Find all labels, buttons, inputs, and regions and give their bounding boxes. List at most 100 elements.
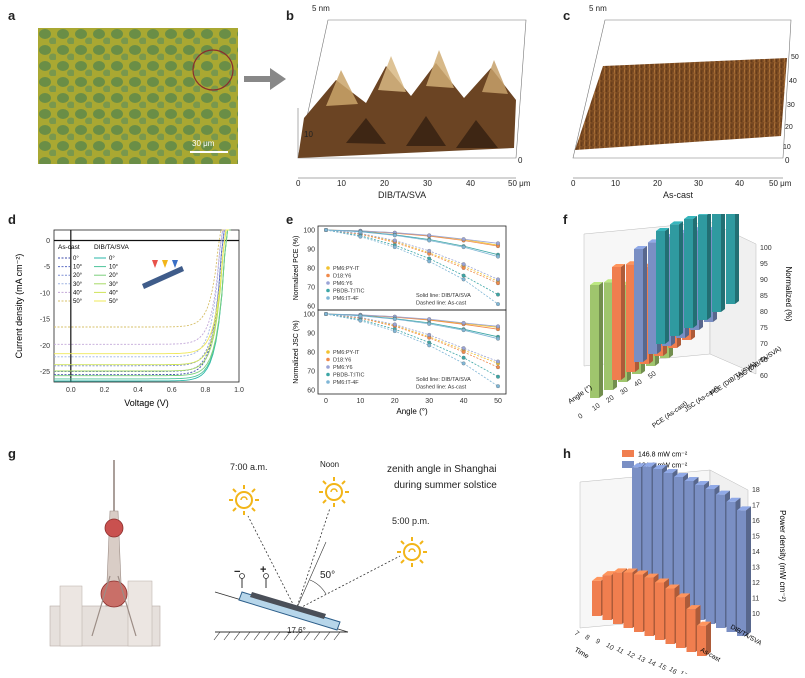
normal-line	[295, 541, 327, 611]
afm-b-unit: 50 μm	[508, 179, 531, 188]
sun-icon-morning	[229, 485, 259, 515]
jsc-point	[461, 328, 466, 333]
jsc-note-solid: Solid line: DIB/TA/SVA	[416, 377, 471, 383]
pce-point	[427, 248, 432, 253]
time-morning: 7:00 a.m.	[230, 462, 268, 472]
jv-xtick: 0.8	[200, 387, 210, 394]
sun-icon-evening	[397, 537, 427, 567]
jv-curve	[54, 229, 228, 376]
panel-label-d: d	[8, 212, 16, 227]
device-inset-icon	[142, 266, 184, 289]
jsc-line	[325, 313, 499, 368]
jv-curve	[54, 229, 226, 358]
pce-ylabel: Normalized PCE (%)	[293, 236, 300, 301]
jsc-xtick: 0	[324, 398, 328, 405]
f-ztick: 95	[760, 261, 768, 268]
jv-legend-label: 40°	[109, 290, 119, 296]
optical-micrograph: 30 μm	[38, 28, 238, 164]
jv-legend-label: 20°	[109, 273, 119, 279]
f-bar	[670, 221, 683, 336]
pce-point	[461, 262, 466, 267]
zenith-title-line2: during summer solstice	[394, 480, 497, 491]
jsc-point	[392, 322, 397, 327]
afm-b-xtick-2: 20	[380, 179, 389, 188]
tilt-label: 17.6°	[287, 626, 306, 635]
jsc-legend-marker	[326, 350, 330, 354]
afm-b-xtick-3: 30	[423, 179, 432, 188]
jsc-ylabel: Normalized JSC (%)	[293, 320, 300, 383]
jv-legend-label: 50°	[109, 299, 119, 305]
jsc-point	[461, 355, 466, 360]
jsc-ytick: 60	[307, 388, 315, 395]
f-xtick: 10	[591, 402, 601, 412]
pce-ytick: 60	[307, 304, 315, 311]
jsc-xtick: 50	[494, 398, 502, 405]
pce-point	[427, 259, 432, 264]
pce-legend-label: PM6:Y6	[333, 281, 353, 287]
jv-legend-label: 0°	[109, 256, 115, 262]
pce-point	[427, 233, 432, 238]
panel-label-h: h	[563, 446, 571, 461]
h-xtick: 15	[657, 662, 667, 672]
panel-g: zenith angle in Shanghai during summer s…	[30, 456, 540, 666]
jsc-point	[427, 317, 432, 322]
jv-ytick: -15	[40, 317, 50, 324]
afm-c-zlabel: 5 nm	[589, 4, 607, 13]
arrow-icon	[244, 68, 286, 90]
jsc-legend-label: PM6:PY-IT	[333, 350, 360, 356]
zenith-title-line1: zenith angle in Shanghai	[387, 464, 497, 475]
h-xtick: 14	[646, 658, 656, 668]
ray-arrow-icon	[162, 260, 168, 268]
jsc-ytick: 100	[303, 312, 315, 319]
pce-point	[461, 277, 466, 282]
jsc-legend-marker	[326, 372, 330, 377]
afm-c-side-40: 40	[789, 78, 797, 85]
jv-curve	[54, 229, 229, 372]
jsc-xtick: 30	[425, 398, 433, 405]
jv-curve	[54, 229, 231, 380]
jsc-line	[325, 313, 499, 327]
jsc-point	[358, 313, 363, 318]
pce-point	[358, 229, 363, 234]
f-xtick: 50	[647, 370, 657, 380]
f-ztick: 80	[760, 309, 768, 316]
pce-ytick: 100	[303, 228, 315, 235]
pce-line	[325, 229, 499, 284]
jv-legend-label: 10°	[73, 265, 83, 271]
pce-legend-marker	[326, 296, 330, 300]
time-evening: 5:00 p.m.	[392, 516, 430, 526]
jsc-ytick: 90	[307, 331, 315, 338]
jsc-legend-label: PBDB-T:ITIC	[333, 373, 365, 379]
pce-legend-label: PBDB-T:ITIC	[333, 289, 365, 295]
h-ztick: 10	[752, 611, 760, 618]
f-bar	[590, 282, 603, 398]
afm-panel-b: 5 nm 10 0 0 10 20 30 40 50 μm DIB/TA/SVA	[286, 4, 538, 204]
jsc-line	[325, 313, 499, 362]
pce-note-solid: Solid line: DIB/TA/SVA	[416, 293, 471, 299]
f-row-label: PCE (As-cast)	[651, 400, 689, 429]
f-bar	[684, 215, 697, 328]
pce-point	[496, 241, 500, 246]
jv-ytick: -10	[40, 290, 50, 297]
panel-label-c: c	[563, 8, 571, 23]
f-ztick: 100	[760, 245, 772, 252]
jsc-point	[496, 374, 500, 379]
h-ztick: 15	[752, 534, 760, 541]
pce-point	[496, 254, 500, 259]
jv-legend-header-dib: DIB/TA/SVA	[94, 244, 129, 251]
jsc-frame	[317, 309, 507, 395]
jv-legend-label: 10°	[109, 265, 119, 271]
afm-c-zero: 0	[785, 156, 790, 165]
afm-c-unit: 50 μm	[769, 179, 792, 188]
jsc-xtick: 10	[357, 398, 365, 405]
jsc-point	[427, 321, 432, 326]
pce-point	[358, 234, 363, 239]
f-ztick: 85	[760, 293, 768, 300]
jsc-point	[392, 317, 397, 322]
jsc-legend-marker	[326, 380, 330, 384]
jsc-legend-label: PM6:Y6	[333, 365, 353, 371]
afm-b-xtick-4: 40	[466, 179, 475, 188]
f-xtick: 0	[577, 413, 584, 421]
h-ztick: 11	[752, 596, 759, 603]
